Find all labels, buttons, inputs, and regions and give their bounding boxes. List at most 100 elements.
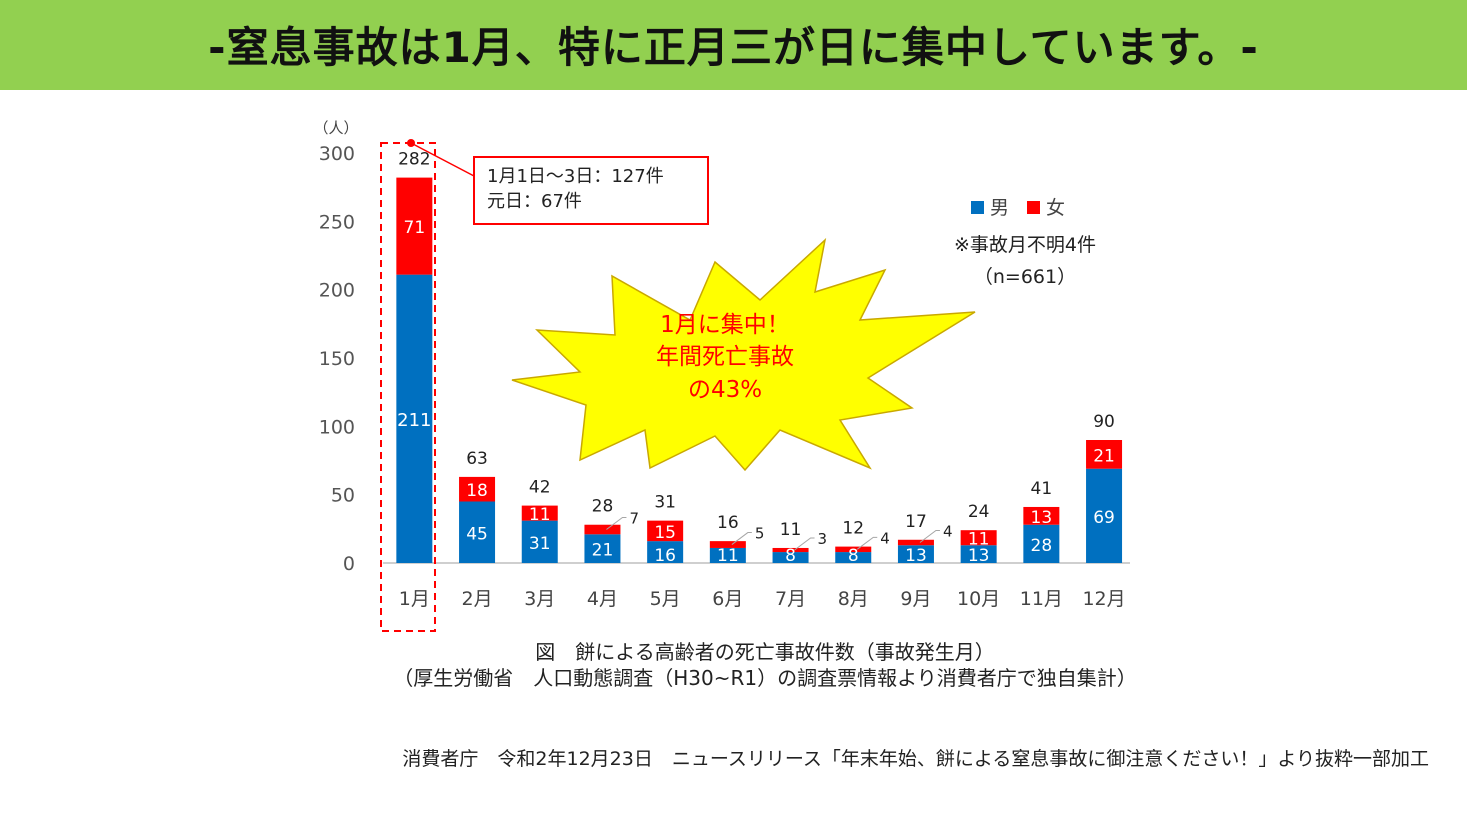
x-tick-label: 10月 [957,588,1000,610]
data-label-female: 4 [943,523,953,541]
starburst-text-line: 年間死亡事故 [656,344,794,370]
starburst-text-line: 1月に集中！ [660,312,790,338]
callout-line-1: 1月1日～3日：127件 [487,166,664,187]
note-sample-size: （n=661） [974,266,1076,288]
legend-label-female: 女 [1046,197,1065,219]
bar-female [521,505,558,521]
callout-pointer [410,142,475,177]
bar-male [1023,524,1060,563]
bar-female [709,541,746,548]
bar-female [396,177,433,275]
bar-male [772,552,809,563]
data-label-female: 3 [818,530,828,548]
data-label-male: 13 [905,546,927,566]
x-tick-label: 2月 [462,588,493,610]
data-label-total: 17 [905,512,927,532]
data-label-male: 69 [1093,508,1115,528]
bar-female [1086,440,1123,469]
data-label-total: 31 [654,493,676,513]
x-tick-label: 7月 [775,588,806,610]
y-tick-label: 200 [319,280,355,302]
bar-female [1023,506,1060,525]
leader-line [794,537,815,551]
bar-female [584,524,621,535]
data-label-male: 13 [968,546,990,566]
page-title: -窒息事故は1月、特に正月三が日に集中しています。- [208,23,1259,72]
data-label-total: 41 [1031,479,1053,499]
data-label-female: 11 [968,530,990,550]
data-label-total: 42 [529,478,551,498]
x-tick-label: 6月 [712,588,743,610]
bar-female [772,547,809,553]
y-tick-label: 150 [319,348,355,370]
data-label-total: 28 [592,497,614,517]
bar-male [835,552,872,563]
data-label-total: 282 [398,150,430,170]
x-tick-label: 5月 [650,588,681,610]
data-label-female: 11 [529,505,551,525]
bar-male [584,534,621,563]
bar-female [647,520,684,542]
leader-line [919,530,940,543]
data-label-total: 63 [466,449,488,469]
x-tick-label: 3月 [524,588,555,610]
y-tick-label: 50 [331,485,355,507]
chart-caption-source: （厚生労働省 人口動態調査（H30~R1）の調査票情報より消費者庁で独自集計） [393,666,1137,690]
data-label-male: 8 [848,546,859,566]
data-label-female: 5 [755,525,765,543]
data-label-male: 45 [466,524,488,544]
data-label-male: 211 [397,410,431,431]
title-banner: -窒息事故は1月、特に正月三が日に集中しています。- [0,0,1467,90]
source-note: 消費者庁 令和2年12月23日 ニュースリリース「年末年始、餅による窒息事故に御… [402,748,1429,770]
data-label-male: 28 [1031,536,1053,556]
data-label-total: 24 [968,502,990,522]
note-unknown-month: ※事故月不明4件 [954,234,1096,256]
data-label-female: 15 [654,523,676,543]
callout-box [473,156,709,225]
legend-swatch-male [971,201,984,214]
data-label-male: 11 [717,546,739,566]
data-label-male: 16 [654,546,676,566]
bar-female [835,546,872,553]
data-label-male: 21 [592,541,614,561]
legend-swatch-female [1027,201,1040,214]
legend-label-male: 男 [990,197,1009,219]
leader-line [606,517,627,530]
leader-line [731,532,752,545]
starburst-text-line: の43% [688,377,762,403]
x-tick-label: 4月 [587,588,618,610]
data-label-female: 4 [880,529,890,547]
y-tick-label: 300 [319,143,355,165]
x-tick-label: 11月 [1020,588,1063,610]
data-label-total: 90 [1093,412,1115,432]
bar-male [709,547,746,563]
x-tick-label: 12月 [1082,588,1125,610]
bar-male [396,274,433,563]
y-axis-label: （人） [313,119,358,137]
y-tick-label: 0 [343,553,355,575]
starburst-shape [511,237,976,472]
bar-female [960,530,997,546]
y-tick-label: 250 [319,211,355,233]
data-label-female: 7 [629,510,639,528]
callout-line-2: 元日：67件 [487,191,582,212]
chart-caption: 図 餅による高齢者の死亡事故件数（事故発生月） [535,640,995,664]
bar-male [897,545,934,563]
bar-female [459,476,496,502]
bar-male [459,501,496,563]
data-label-female: 18 [466,481,488,501]
x-tick-label: 1月 [399,588,430,610]
data-label-female: 21 [1093,446,1115,466]
data-label-female: 71 [404,218,426,238]
bar-male [960,545,997,563]
y-tick-label: 100 [319,416,355,438]
data-label-female: 13 [1031,508,1053,528]
bar-male [647,541,684,563]
bar-female [897,539,934,546]
data-label-male: 31 [529,534,551,554]
bar-male [1086,468,1123,563]
leader-line [856,536,878,550]
x-tick-label: 9月 [900,588,931,610]
data-label-total: 11 [780,520,802,540]
